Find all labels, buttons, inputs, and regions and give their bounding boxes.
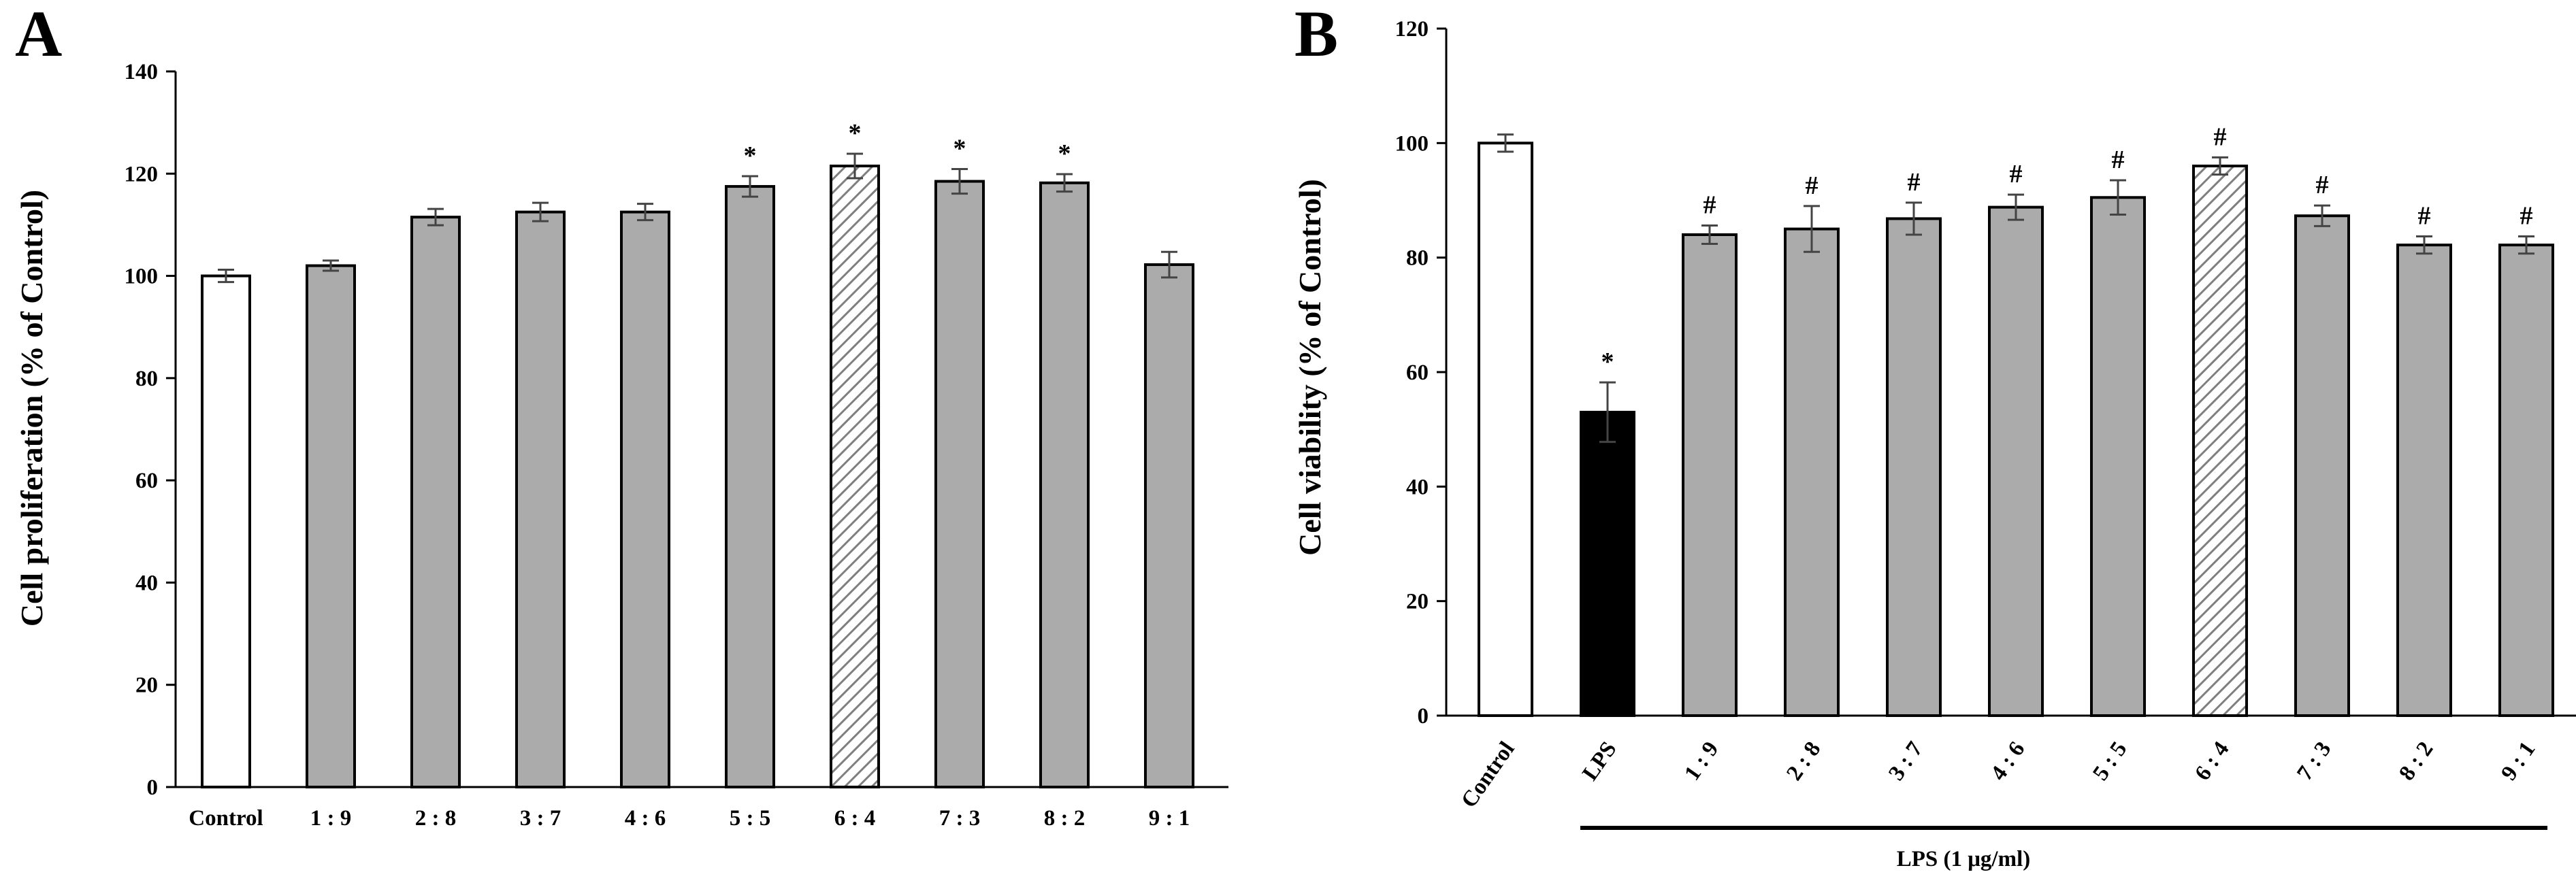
x-category-label: Control	[1456, 737, 1519, 812]
significance-mark: #	[2520, 202, 2533, 231]
significance-mark: *	[1601, 348, 1614, 376]
x-category-label: 9 : 1	[1149, 806, 1190, 831]
y-tick-label: 80	[135, 367, 158, 391]
y-tick-label: 100	[125, 265, 159, 289]
significance-mark: #	[1806, 171, 1819, 200]
y-tick-label: 140	[125, 60, 159, 84]
bar	[2192, 165, 2248, 717]
significance-mark: *	[849, 119, 862, 148]
x-category-label: 7 : 3	[939, 806, 981, 831]
significance-mark: #	[2418, 202, 2431, 231]
significance-mark: #	[2112, 146, 2125, 174]
x-category-label: 8 : 2	[1044, 806, 1086, 831]
panel-b-letter: B	[1294, 0, 1338, 70]
significance-mark: #	[2214, 122, 2227, 151]
bar	[1988, 205, 2044, 718]
panel-a-y-axis-label: Cell proliferation (% of Control)	[14, 190, 49, 627]
significance-mark: *	[1058, 139, 1071, 168]
bar	[201, 274, 251, 789]
y-tick-label: 60	[1406, 361, 1429, 385]
panel-b-y-axis-label: Cell viability (% of Control)	[1292, 179, 1327, 556]
significance-mark: *	[953, 135, 966, 163]
significance-mark: *	[744, 141, 757, 170]
bar	[1784, 227, 1840, 718]
bar	[2090, 196, 2146, 717]
x-category-label: 1 : 9	[1680, 737, 1723, 785]
y-tick-label: 80	[1406, 246, 1429, 271]
y-tick-label: 0	[1418, 704, 1429, 729]
x-category-label: 7 : 3	[2292, 737, 2336, 785]
x-category-label: LPS	[1578, 737, 1621, 785]
panel-b-group-label: LPS (1 μg/ml)	[1897, 847, 2031, 871]
x-category-label: 2 : 8	[415, 806, 457, 831]
significance-mark: #	[2010, 160, 2023, 188]
x-category-label: 6 : 4	[2190, 737, 2234, 785]
y-tick-label: 100	[1395, 131, 1429, 156]
bar	[2498, 244, 2554, 717]
x-category-label: 4 : 6	[625, 806, 666, 831]
bar	[306, 264, 356, 788]
bar	[620, 210, 670, 788]
bar	[2294, 214, 2350, 718]
y-tick-label: 120	[125, 162, 159, 186]
x-category-label: 5 : 5	[2088, 737, 2132, 785]
bar	[934, 180, 985, 788]
x-category-label: 2 : 8	[1782, 737, 1825, 785]
x-category-label: 9 : 1	[2496, 737, 2540, 785]
panel-a-chart: A Cell proliferation (% of Control) 0 20 4…	[14, 0, 1228, 831]
x-category-label: 6 : 4	[834, 806, 876, 831]
x-category-label: 4 : 6	[1986, 737, 2029, 785]
bar	[725, 185, 775, 789]
y-tick-label: 20	[1406, 590, 1429, 614]
bar	[830, 165, 880, 788]
bar	[1682, 233, 1738, 717]
bar	[515, 210, 566, 788]
bar	[1039, 181, 1090, 789]
x-category-label: 3 : 7	[1884, 737, 1927, 785]
significance-mark: #	[1908, 168, 1921, 197]
bar	[1886, 217, 1942, 717]
panel-b-chart: B Cell viability (% of Control) LPS (1 μ…	[1292, 0, 2576, 871]
bar	[2396, 244, 2452, 717]
panel-a-letter: A	[15, 0, 62, 70]
x-category-label: 1 : 9	[310, 806, 352, 831]
y-tick-label: 40	[135, 571, 158, 595]
x-category-label: 8 : 2	[2394, 737, 2438, 785]
bar	[410, 216, 461, 788]
significance-mark: #	[1703, 191, 1716, 220]
bar	[1478, 141, 1533, 718]
x-category-label: 5 : 5	[730, 806, 771, 831]
y-tick-label: 60	[135, 469, 158, 493]
y-tick-label: 40	[1406, 475, 1429, 499]
bar	[1144, 263, 1194, 789]
y-tick-label: 120	[1395, 17, 1429, 41]
significance-mark: #	[2316, 171, 2329, 199]
x-category-label: 3 : 7	[520, 806, 561, 831]
bar	[1580, 410, 1635, 718]
y-tick-label: 20	[135, 673, 158, 698]
y-tick-label: 0	[147, 775, 159, 800]
x-category-label: Control	[189, 806, 263, 831]
